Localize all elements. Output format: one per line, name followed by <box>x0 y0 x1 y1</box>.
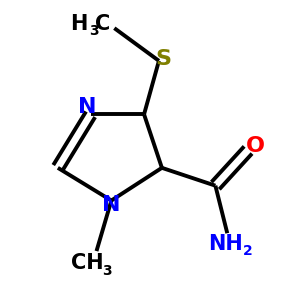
Text: N: N <box>78 97 97 117</box>
Text: 2: 2 <box>243 244 253 258</box>
Text: S: S <box>155 49 171 69</box>
Text: N: N <box>102 195 121 215</box>
Text: NH: NH <box>208 234 243 254</box>
Text: CH: CH <box>71 253 104 273</box>
Text: 3: 3 <box>102 264 112 278</box>
Text: H: H <box>70 14 88 34</box>
Text: C: C <box>95 14 110 34</box>
Text: 3: 3 <box>89 24 99 38</box>
Text: O: O <box>246 136 265 155</box>
